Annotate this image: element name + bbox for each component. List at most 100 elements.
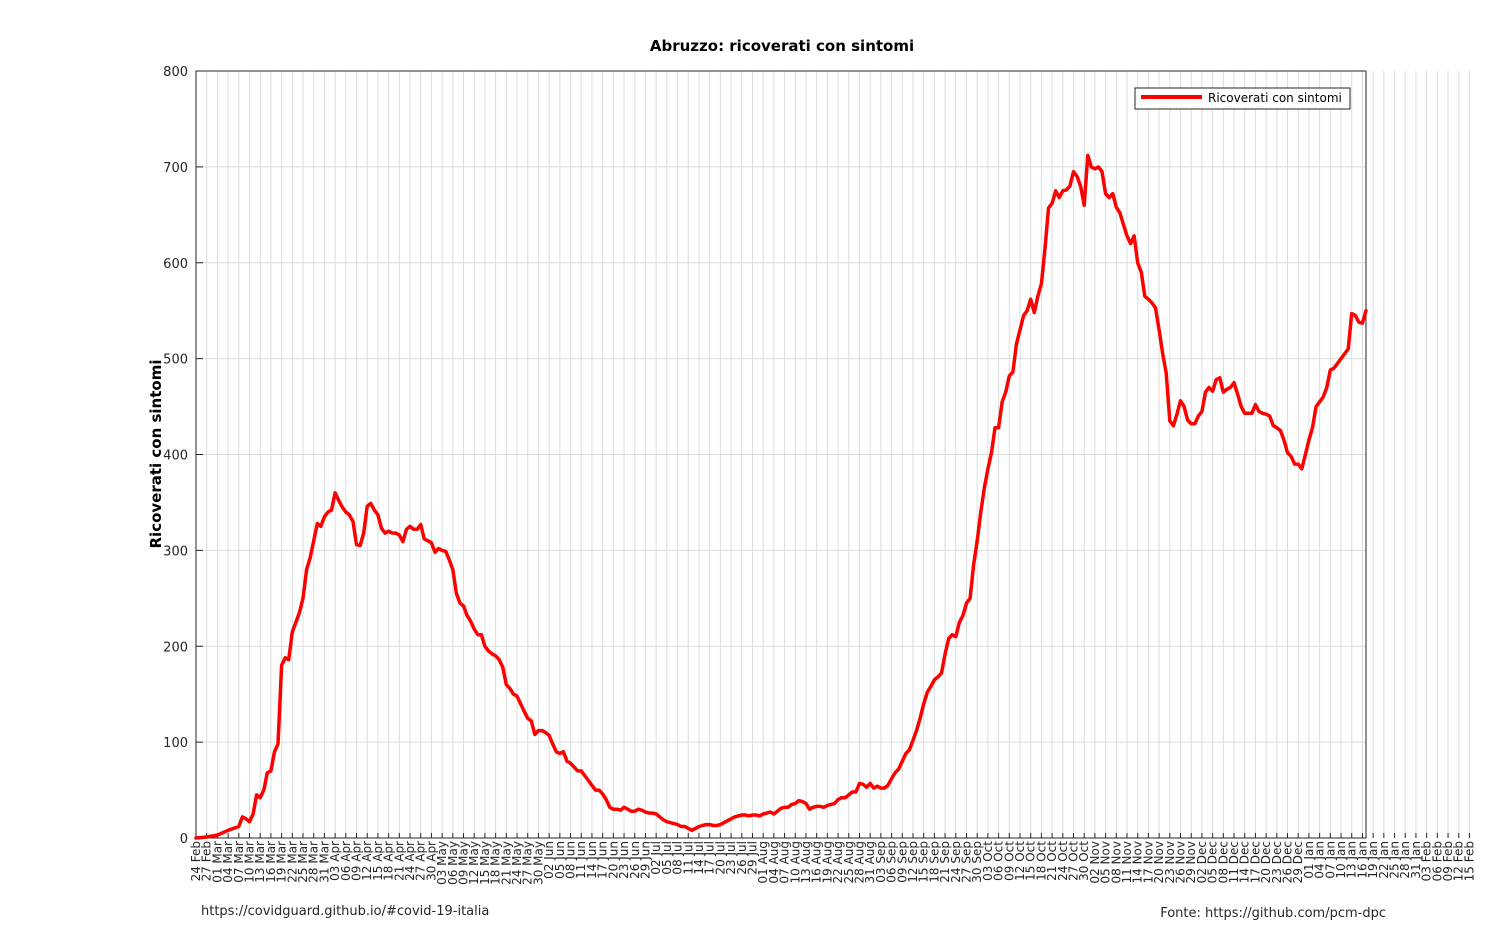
x-tick-label: 14 Jun [585, 841, 599, 879]
x-tick-label: 16 Mar [264, 841, 278, 883]
x-tick-label: 24 Sep [949, 841, 963, 883]
x-tick-label: 04 Jan [1313, 841, 1327, 879]
x-tick-label: 30 Sep [970, 841, 984, 883]
x-tick-label: 07 Jan [1323, 841, 1337, 879]
x-tick-label: 13 Jan [1345, 841, 1359, 879]
x-tick-label: 14 Jul [692, 841, 706, 875]
x-tick-label: 21 Sep [938, 841, 952, 883]
x-tick-label: 26 Jul [735, 841, 749, 875]
x-tick-label: 30 Apr [424, 841, 438, 881]
x-tick-label: 12 Sep [906, 841, 920, 883]
x-tick-label: 11 Jul [681, 841, 695, 875]
y-tick-label: 400 [163, 449, 188, 464]
x-tick-label: 06 Sep [885, 841, 899, 883]
x-tick-label: 20 Jul [713, 841, 727, 875]
x-tick-label: 21 Oct [1045, 841, 1059, 881]
x-tick-label: 10 Jan [1334, 841, 1348, 879]
x-tick-label: 01 Mar [210, 841, 224, 883]
x-tick-label: 11 Dec [1227, 841, 1241, 883]
x-tick-label: 21 Apr [392, 841, 406, 881]
x-tick-label: 30 May [531, 841, 545, 885]
y-tick-label: 100 [163, 736, 188, 751]
x-tick-label: 19 Mar [275, 841, 289, 883]
x-tick-label: 17 Jul [703, 841, 717, 875]
chart-title: Abruzzo: ricoverati con sintomi [650, 37, 914, 55]
x-tick-label: 03 May [435, 841, 449, 885]
x-tick-label: 17 Jun [596, 841, 610, 879]
x-tick-label: 24 May [510, 841, 524, 885]
y-tick-label: 800 [163, 65, 188, 80]
x-tick-label: 02 Jun [542, 841, 556, 879]
x-tick-label: 19 Aug [820, 841, 834, 884]
x-tick-label: 07 Aug [778, 841, 792, 884]
x-tick-label: 15 Apr [371, 841, 385, 881]
x-tick-label: 09 Sep [895, 841, 909, 883]
x-tick-label: 22 Aug [831, 841, 845, 884]
x-tick-label: 02 Dec [1195, 841, 1209, 883]
x-tick-label: 12 Feb [1452, 841, 1466, 881]
y-tick-label: 200 [163, 640, 188, 655]
legend-box [1134, 87, 1351, 110]
x-tick-label: 08 Nov [1109, 841, 1123, 884]
x-tick-label: 25 Aug [842, 841, 856, 884]
x-tick-label: 14 Dec [1238, 841, 1252, 883]
x-tick-label: 26 Dec [1281, 841, 1295, 883]
x-tick-label: 15 Oct [1024, 841, 1038, 881]
x-tick-label: 03 Feb [1420, 841, 1434, 881]
x-tick-label: 17 Dec [1248, 841, 1262, 883]
x-tick-label: 27 Oct [1067, 841, 1081, 881]
x-tick-label: 15 May [478, 841, 492, 885]
y-tick-label: 0 [180, 832, 188, 847]
x-tick-label: 09 Feb [1441, 841, 1455, 881]
x-tick-label: 21 May [499, 841, 513, 885]
x-tick-label: 27 Apr [414, 841, 428, 881]
y-axis: 0 100 200 300 400 500 600 700 800 [163, 65, 203, 847]
x-tick-label: 20 Dec [1259, 841, 1273, 883]
x-tick-label: 29 Jul [745, 841, 759, 875]
x-tick-label: 27 Sep [959, 841, 973, 883]
x-tick-label: 16 Jan [1355, 841, 1369, 879]
x-tick-label: 28 Mar [307, 841, 321, 883]
x-tick-label: 31 Aug [863, 841, 877, 884]
x-tick-label: 07 Mar [232, 841, 246, 883]
y-tick-label: 300 [163, 544, 188, 559]
x-tick-label: 24 Feb [189, 841, 203, 881]
x-tick-label: 18 May [489, 841, 503, 885]
x-tick-label: 30 Oct [1077, 841, 1091, 881]
x-tick-label: 17 Nov [1141, 841, 1155, 884]
x-tick-label: 25 Jan [1388, 841, 1402, 879]
x-tick-label: 03 Sep [874, 841, 888, 883]
x-tick-label: 20 Nov [1152, 841, 1166, 884]
x-tick-label: 29 Dec [1291, 841, 1305, 883]
x-tick-label: 09 May [457, 841, 471, 885]
x-tick-label: 05 Jul [660, 841, 674, 875]
x-tick-label: 10 Aug [788, 841, 802, 884]
x-tick-label: 22 Mar [285, 841, 299, 883]
x-tick-label: 31 Mar [317, 841, 331, 883]
x-tick-label: 05 Dec [1206, 841, 1220, 883]
x-tick-label: 06 Apr [339, 841, 353, 881]
footer-source-url: https://covidguard.github.io/#covid-19-i… [201, 904, 490, 919]
x-tick-label: 28 Aug [852, 841, 866, 884]
x-tick-label: 18 Oct [1034, 841, 1048, 881]
x-tick-label: 02 Nov [1088, 841, 1102, 884]
x-tick-label: 03 Oct [981, 841, 995, 881]
x-tick-label: 15 Sep [917, 841, 931, 883]
x-tick-label: 31 Jan [1409, 841, 1423, 879]
x-tick-label: 14 Nov [1131, 841, 1145, 884]
x-tick-label: 01 Aug [756, 841, 770, 884]
x-tick-label: 16 Aug [810, 841, 824, 884]
x-tick-label: 23 Dec [1270, 841, 1284, 883]
y-tick-label: 500 [163, 353, 188, 368]
series-line [194, 153, 1368, 840]
x-tick-label: 12 Apr [360, 841, 374, 881]
y-tick-label: 600 [163, 257, 188, 272]
x-tick-label: 22 Jan [1377, 841, 1391, 879]
x-tick-label: 18 Sep [927, 841, 941, 883]
x-tick-label: 08 Dec [1216, 841, 1230, 883]
x-tick-label: 12 Oct [1013, 841, 1027, 881]
x-tick-label: 23 Nov [1163, 841, 1177, 884]
x-tick-label: 06 Feb [1430, 841, 1444, 881]
x-tick-label: 02 Jul [649, 841, 663, 875]
